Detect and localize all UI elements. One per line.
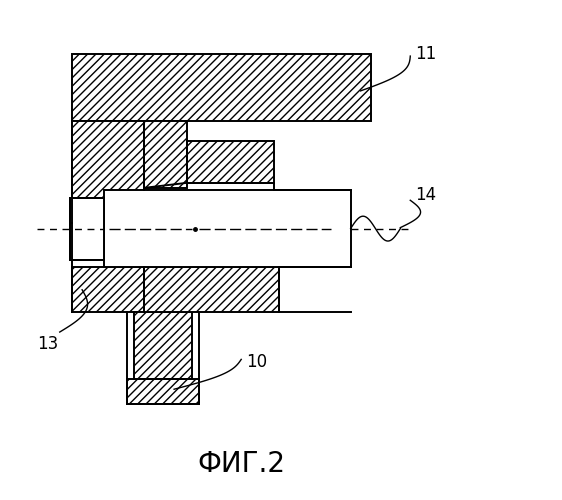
Bar (72, 268, 144, 312)
Bar (144, 268, 279, 312)
Bar (127, 380, 199, 404)
Bar (144, 120, 187, 188)
Bar (70, 198, 105, 260)
Text: 11: 11 (415, 44, 437, 62)
Bar (187, 140, 274, 183)
Text: 13: 13 (37, 336, 58, 353)
Bar (134, 312, 192, 380)
Text: ФИГ.2: ФИГ.2 (197, 450, 285, 478)
Text: 10: 10 (246, 353, 268, 371)
Bar (105, 190, 351, 268)
Bar (72, 120, 144, 222)
Bar (72, 54, 370, 120)
Text: 14: 14 (415, 186, 436, 204)
